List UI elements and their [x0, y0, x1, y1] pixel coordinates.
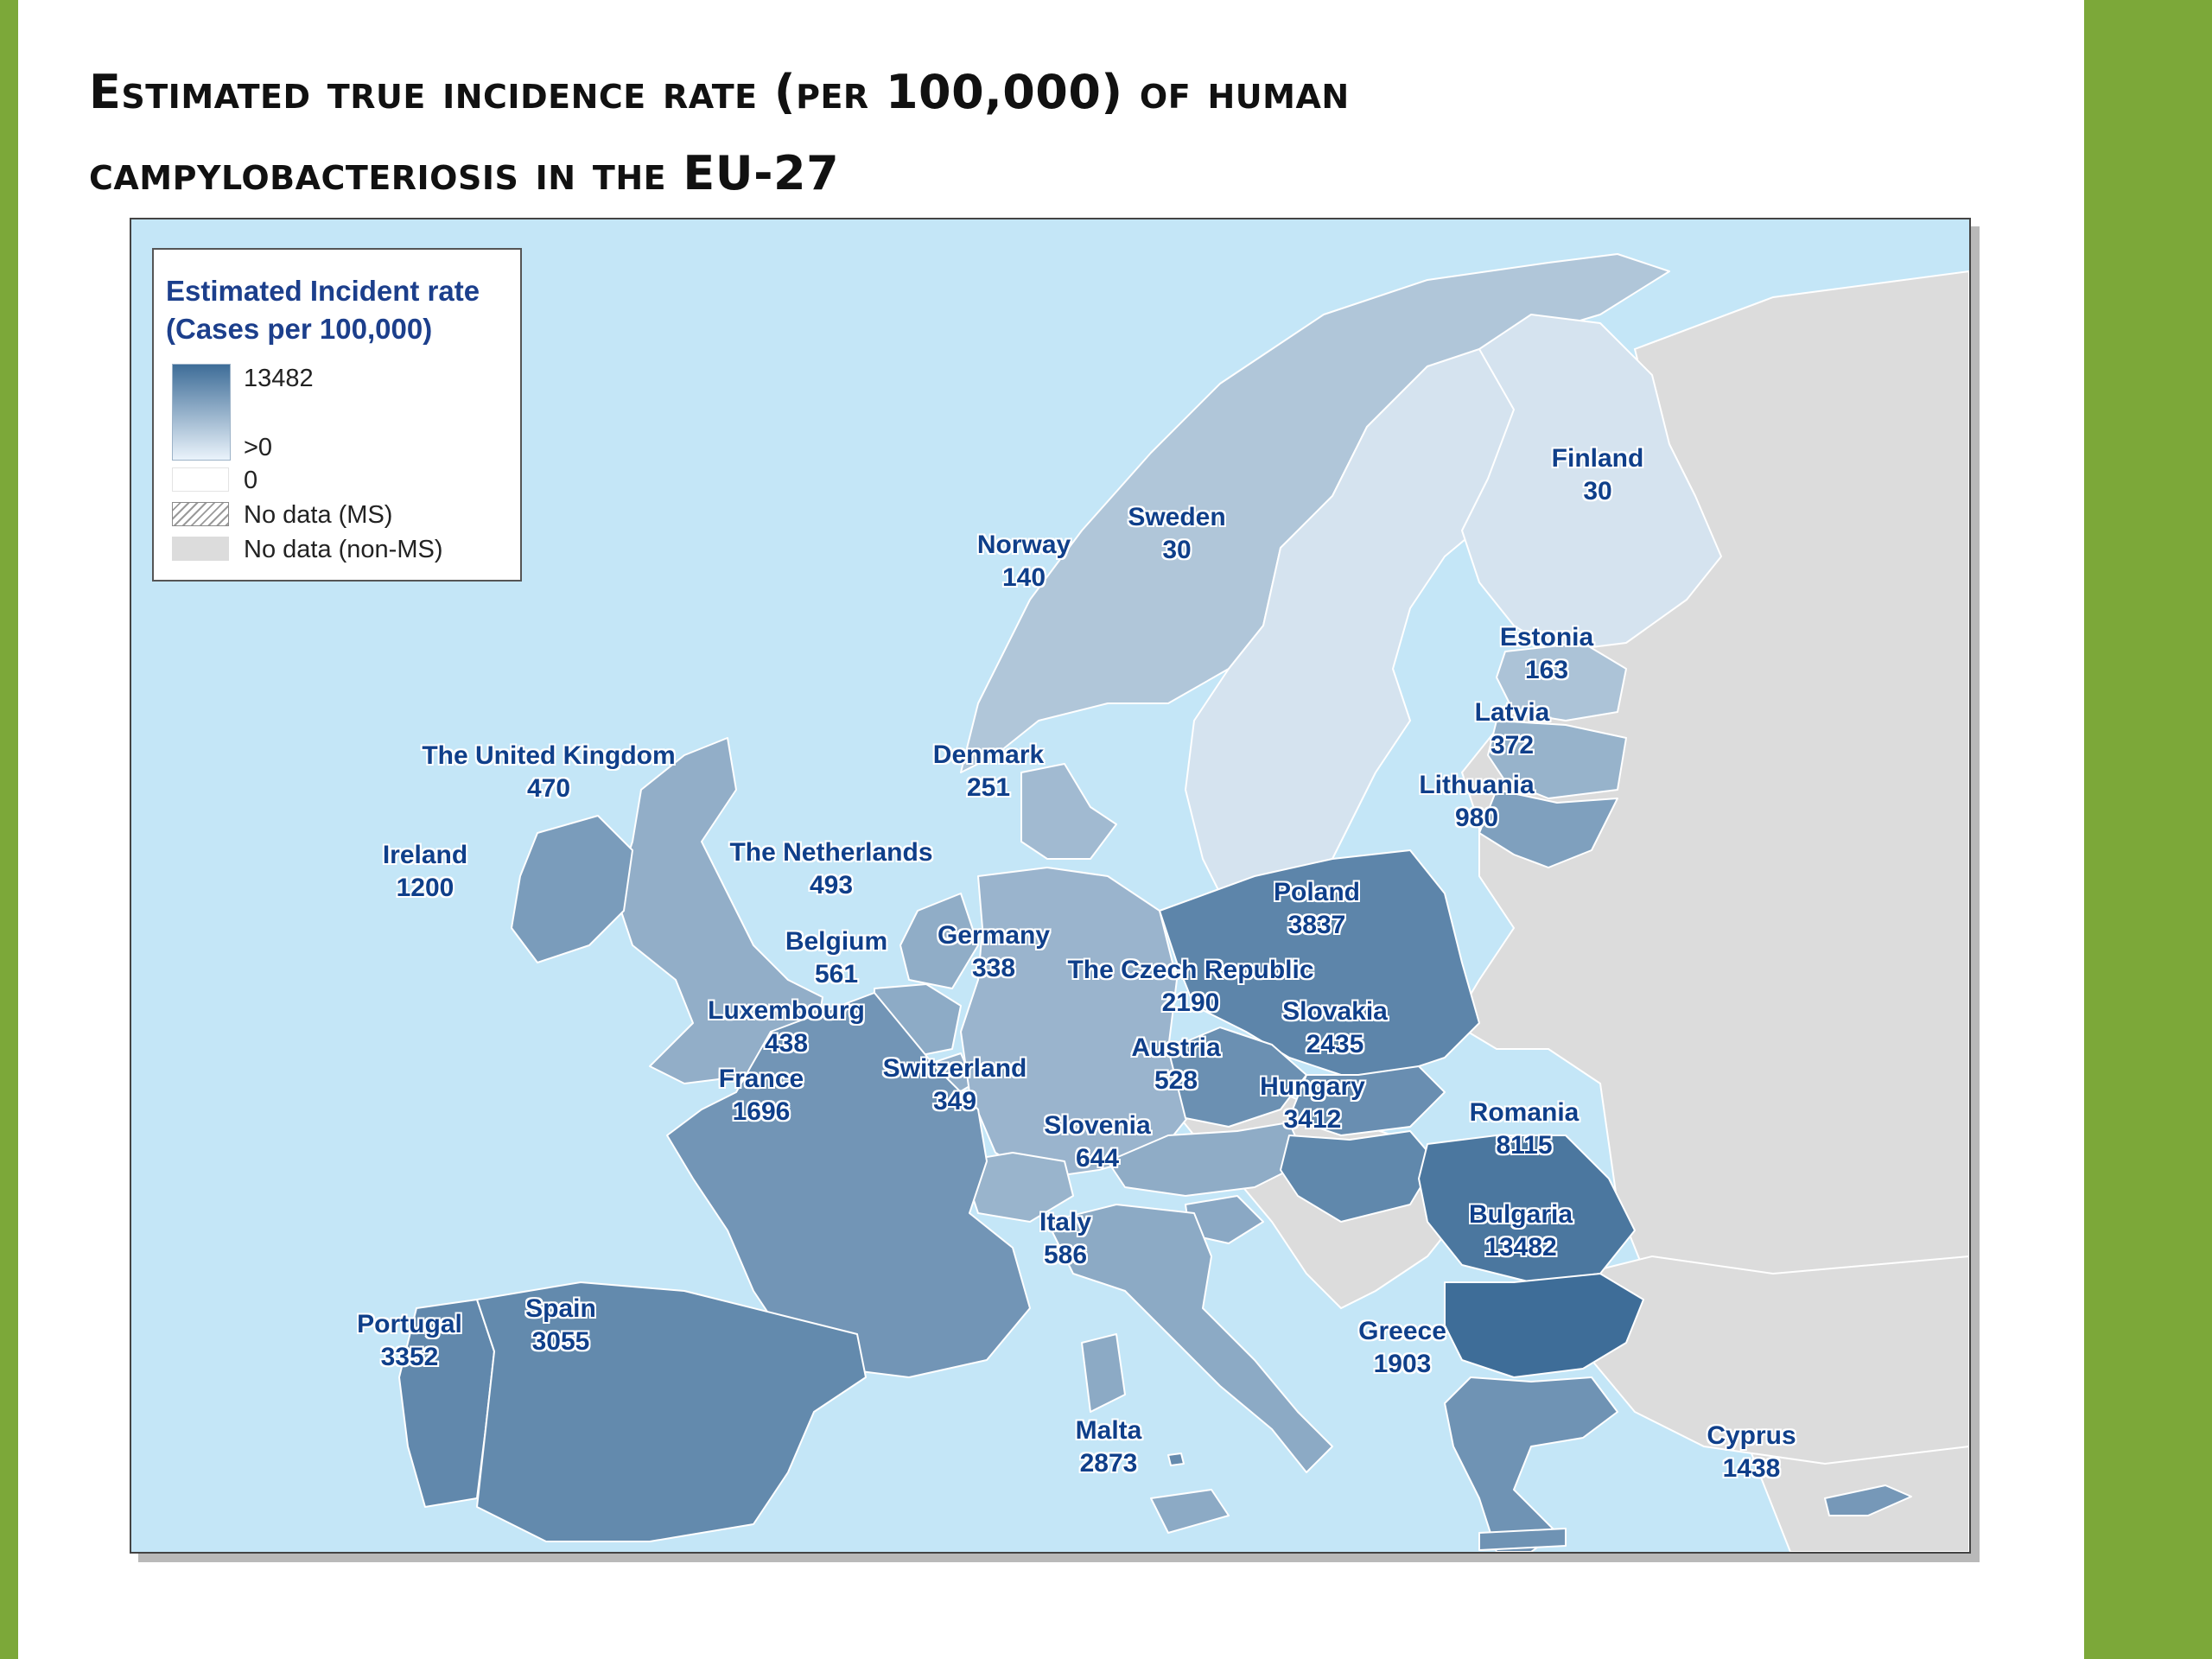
country-cyprus: [1824, 1484, 1912, 1516]
legend-no-data-ms-swatch: [172, 502, 229, 526]
country-lithuania: [1478, 789, 1618, 868]
map-legend: Estimated Incident rate (Cases per 100,0…: [152, 248, 522, 582]
legend-color-ramp: [172, 364, 231, 461]
label-cyprus: Cyprus 1438: [1707, 1421, 1796, 1483]
country-ireland: [511, 815, 633, 963]
label-estonia: Estonia 163: [1499, 623, 1594, 684]
country-greece: [1444, 1376, 1618, 1552]
label-greece: Greece 1903: [1358, 1317, 1446, 1378]
label-slovenia: Slovenia 644: [1044, 1111, 1151, 1173]
country-denmark: [1020, 763, 1117, 860]
label-malta: Malta 2873: [1075, 1416, 1142, 1478]
country-malta: [1167, 1452, 1185, 1466]
label-denmark: Denmark 251: [932, 741, 1045, 802]
label-austria: Austria 528: [1131, 1033, 1221, 1095]
label-hungary: Hungary 3412: [1260, 1072, 1365, 1134]
nonms-turkey: [1581, 1255, 1969, 1465]
country-switzerland: [960, 1152, 1074, 1223]
label-czech-republic: The Czech Republic 2190: [1067, 956, 1314, 1017]
label-norway: Norway 140: [976, 531, 1071, 592]
country-bulgaria: [1444, 1273, 1644, 1378]
label-poland: Poland 3837: [1273, 878, 1361, 939]
legend-no-data-nonms-swatch: [172, 537, 229, 561]
right-accent-bar: [2084, 0, 2212, 1659]
label-slovakia: Slovakia 2435: [1282, 997, 1388, 1058]
label-ireland: Ireland 1200: [382, 841, 468, 902]
legend-max-label: 13482: [244, 365, 314, 392]
label-germany: Germany 338: [937, 921, 1051, 982]
label-sweden: Sweden 30: [1128, 503, 1226, 564]
label-uk: The United Kingdom 470: [422, 741, 676, 803]
label-spain: Spain 3055: [525, 1294, 596, 1356]
country-estonia: [1496, 642, 1627, 721]
left-accent-bar: [0, 0, 18, 1659]
legend-no-data-nonms-label: No data (non-MS): [244, 536, 443, 563]
legend-title: Estimated Incident rate (Cases per 100,0…: [166, 275, 480, 345]
country-latvia: [1487, 720, 1627, 799]
label-bulgaria: Bulgaria 13482: [1468, 1200, 1573, 1262]
country-finland: [1461, 314, 1722, 652]
label-italy: Italy 586: [1039, 1208, 1092, 1269]
country-italy: [1150, 1489, 1230, 1534]
label-lithuania: Lithuania 980: [1419, 771, 1535, 832]
country-greece: [1478, 1528, 1567, 1551]
europe-map: The United Kingdom 470 Ireland 1200 Norway…: [130, 218, 1971, 1554]
title-line-2: campylobacteriosis in the EU-27: [89, 146, 840, 200]
country-france: [666, 992, 1031, 1378]
country-the-netherlands: [899, 893, 979, 989]
country-spain: [476, 1281, 867, 1542]
country-italy: [1081, 1333, 1126, 1413]
country-slovakia: [1288, 1065, 1446, 1136]
country-poland: [1159, 849, 1480, 1076]
legend-positive-label: >0: [244, 434, 273, 461]
label-france: France 1696: [718, 1065, 804, 1126]
country-hungary: [1280, 1130, 1437, 1223]
label-belgium: Belgium 561: [785, 927, 888, 988]
slide-title: Estimated true incidence rate (per 100,0…: [89, 52, 2033, 214]
label-finland: Finland 30: [1551, 444, 1644, 505]
legend-zero-swatch: [172, 467, 229, 492]
map-canvas: [131, 219, 1969, 1552]
legend-zero-label: 0: [244, 467, 258, 494]
countries-layer: [399, 254, 1912, 1552]
label-romania: Romania 8115: [1469, 1098, 1580, 1160]
label-netherlands: The Netherlands 493: [729, 838, 933, 899]
label-luxembourg: Luxembourg 438: [708, 996, 865, 1058]
label-switzerland: Switzerland 349: [882, 1054, 1027, 1116]
label-latvia: Latvia 372: [1474, 698, 1550, 760]
label-portugal: Portugal 3352: [357, 1310, 462, 1371]
title-line-1: Estimated true incidence rate (per 100,0…: [89, 65, 1350, 119]
legend-no-data-ms-label: No data (MS): [244, 501, 393, 529]
country-the-czech-republic: [1167, 1027, 1307, 1128]
country-italy: [1046, 1204, 1333, 1473]
